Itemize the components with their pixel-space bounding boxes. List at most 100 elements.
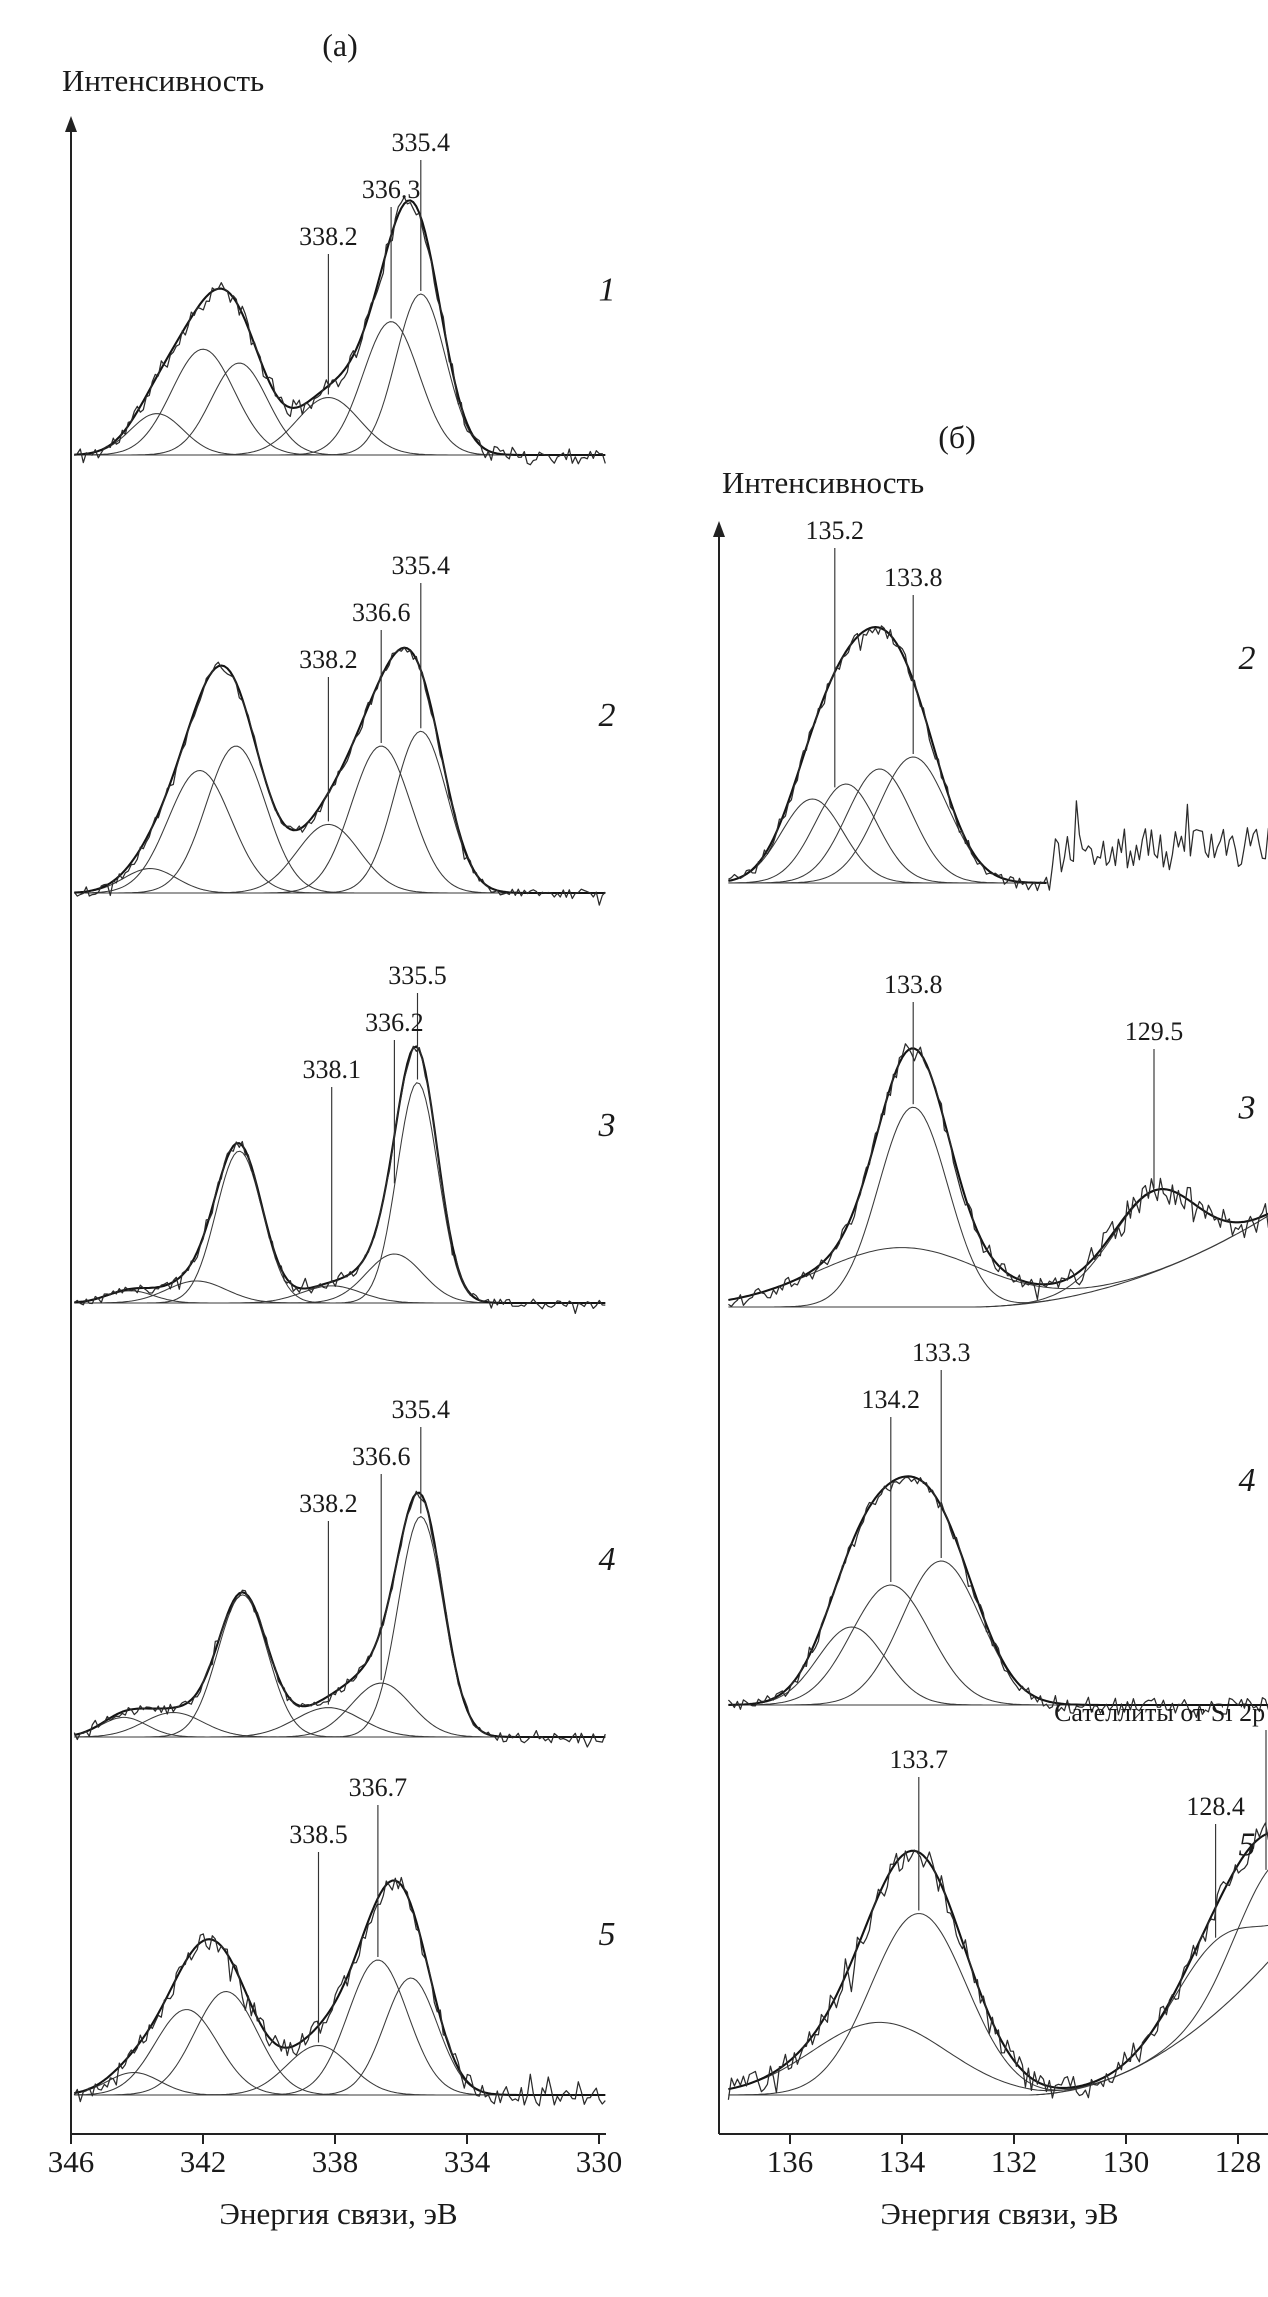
fit-component-curve [203, 396, 452, 456]
fit-component-curve [278, 321, 501, 456]
fit-component-curve [146, 1150, 330, 1304]
spectrum-a-4: 335.4 336.6 338.2 4 [73, 1395, 616, 1748]
fit-component-curve [259, 1959, 497, 2096]
fit-component-curve [728, 1913, 1107, 2096]
fit-component-curve [728, 783, 969, 884]
fit-component-curve [74, 2009, 312, 2096]
fit-component-curve [77, 1280, 315, 1304]
peak-annotation-label: 135.2 [806, 516, 865, 545]
sample-number-label: 4 [1239, 1462, 1256, 1499]
fit-envelope-curve [74, 1879, 606, 2097]
sample-number-label: 3 [1238, 1090, 1256, 1127]
sample-number-label: 1 [599, 272, 616, 309]
panel-b: 136 134 132 130 128 Энергия связи, эВ (б) Интен… [713, 419, 1268, 2231]
fit-envelope-curve [728, 1047, 1268, 1302]
raw-spectrum-curve [728, 625, 1268, 892]
fit-envelope-curve [74, 1491, 606, 1739]
x-tick-label: 346 [48, 2144, 95, 2179]
spectrum-b-3: 133.8 129.5 3 [728, 970, 1268, 1308]
spectrum-a-2: 335.4 336.6 338.2 2 [73, 551, 616, 906]
fit-component-curve [321, 293, 520, 456]
peak-annotation-label: 133.7 [890, 1745, 949, 1774]
x-tick-label: 334 [444, 2144, 491, 2179]
peak-annotation-label: Сателлиты от Si 2p [1054, 1698, 1265, 1727]
fit-component-curve [282, 1253, 505, 1304]
fit-component-curve [74, 769, 324, 894]
peak-annotation-label: 129.5 [1125, 1017, 1184, 1046]
peak-annotation-label: 128.4 [1186, 1792, 1245, 1821]
baseline-curve [728, 1215, 1268, 1308]
fit-component-curve [774, 756, 1048, 884]
peak-annotation-label: 336.6 [352, 598, 411, 627]
fit-component-curve [728, 1234, 1236, 1301]
raw-spectrum-curve [728, 1043, 1268, 1307]
intensity-axis-label: Интенсивность [62, 63, 264, 98]
peak-annotation-label: 336.3 [362, 175, 421, 204]
raw-spectrum-curve [73, 1876, 606, 2107]
fit-component-curve [774, 1106, 1051, 1308]
fit-envelope-curve [728, 626, 1047, 884]
sample-number-label: 4 [599, 1541, 616, 1578]
peak-annotation-label: 338.1 [302, 1055, 361, 1084]
spectrum-b-4: 133.3 134.2 4 [727, 1338, 1268, 1719]
fit-component-curve [262, 1682, 500, 1738]
sample-number-label: 5 [1239, 1827, 1256, 1864]
spectrum-b-2: 135.2 133.8 2 [728, 516, 1268, 892]
fit-component-curve [728, 2021, 1149, 2092]
baseline-curve [728, 1961, 1268, 2096]
fit-component-curve [143, 1594, 342, 1738]
x-tick-label: 136 [767, 2144, 814, 2179]
raw-spectrum-curve [73, 1490, 606, 1748]
raw-spectrum-curve [73, 646, 606, 906]
peak-annotation-label: 338.5 [289, 1820, 348, 1849]
fit-component-curve [193, 2044, 443, 2096]
sample-number-label: 5 [599, 1916, 616, 1953]
peak-annotation-label: 338.2 [299, 1489, 358, 1518]
x-tick-label: 330 [576, 2144, 623, 2179]
fit-envelope-curve [728, 1475, 1268, 1707]
fit-component-curve [305, 1977, 516, 2096]
panel-title: (а) [322, 27, 358, 63]
x-tick-label: 338 [312, 2144, 359, 2179]
peak-annotation-label: 335.4 [392, 551, 451, 580]
peak-annotation-label: 133.8 [884, 970, 943, 999]
peak-annotation-label: 335.5 [388, 961, 447, 990]
fit-component-curve [196, 1707, 461, 1738]
spectrum-b-5: Сателлиты от Si 2p 133.7 128.4 5 [727, 1698, 1268, 2100]
sample-number-label: 3 [598, 1107, 616, 1144]
raw-spectrum-curve [727, 1822, 1268, 2100]
fit-component-curve [749, 768, 1008, 884]
sample-number-label: 2 [1239, 640, 1256, 677]
peak-annotation-label: 335.4 [392, 1395, 451, 1424]
peak-annotation-label: 336.6 [352, 1442, 411, 1471]
fit-component-curve [728, 798, 936, 884]
panel-title: (б) [938, 419, 976, 455]
fit-component-curve [262, 745, 500, 894]
fit-component-curve [212, 1285, 450, 1304]
fit-component-curve [117, 745, 355, 894]
fit-component-curve [733, 1584, 1047, 1706]
sample-number-label: 2 [599, 697, 616, 734]
x-tick-label: 134 [879, 2144, 926, 2179]
xps-spectra-figure: 346 3 4 2 338 334 330 Энергия связи, эВ (а) Интен… [40, 16, 1268, 2281]
raw-spectrum-curve [727, 1476, 1268, 1719]
fit-component-curve [335, 1082, 498, 1304]
raw-spectrum-curve [73, 196, 606, 466]
intensity-axis-label: Интенсивность [722, 465, 924, 500]
fit-component-curve [784, 1560, 1097, 1706]
x-tick-label: 128 [1215, 2144, 1262, 2179]
fit-component-curve [100, 1990, 350, 2096]
energy-axis-label: Энергия связи, эВ [219, 2196, 457, 2231]
y-axis-arrow-icon [65, 116, 77, 132]
y-axis-arrow-icon [713, 521, 725, 537]
x-tick-label: 132 [991, 2144, 1038, 2179]
fit-component-curve [331, 1515, 509, 1738]
peak-annotation-label: 133.3 [912, 1338, 971, 1367]
fit-component-curve [74, 1711, 291, 1738]
figure-svg: 346 3 4 2 338 334 330 Энергия связи, эВ (а) Интен… [48, 27, 1268, 2231]
x-tick-label: 130 [1103, 2144, 1150, 2179]
fit-component-curve [77, 348, 327, 456]
peak-annotation-label: 338.2 [299, 222, 358, 251]
